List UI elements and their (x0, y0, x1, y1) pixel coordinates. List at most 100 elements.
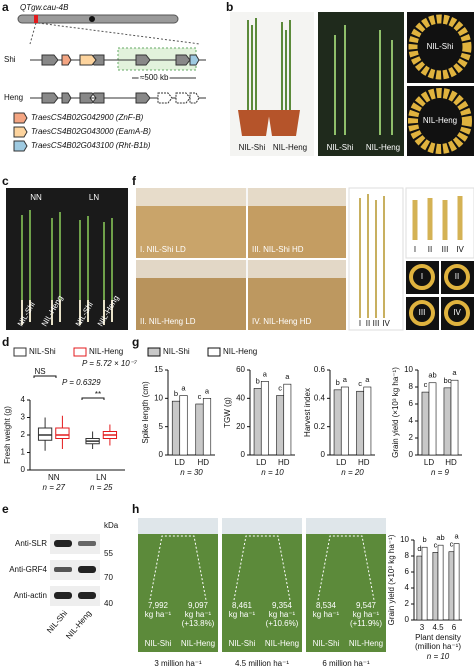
legend-gene (13, 126, 28, 138)
numeral: I (414, 245, 416, 254)
significance-letter: a (205, 386, 210, 395)
lane-label: NIL-Heng (349, 639, 383, 648)
legend-gene (13, 112, 28, 124)
significance-letter: a (365, 375, 370, 384)
band (54, 592, 72, 599)
bar (283, 383, 292, 456)
numeral: IV (456, 245, 464, 254)
numeral: IV (453, 308, 461, 317)
condition: LN (89, 193, 99, 202)
y-tick-label: 60 (236, 365, 245, 374)
plot-outline (149, 535, 207, 601)
marker: 55 (104, 549, 113, 558)
genes-absent (157, 92, 200, 104)
zoom-line (37, 22, 201, 45)
gene-name: TraesCS4B02G043000 (EamA-B) (31, 127, 151, 136)
zoom-line (29, 22, 37, 45)
yield-label: (+13.8%) (182, 619, 215, 628)
grain-ring (408, 88, 472, 154)
y-tick-label: 0 (159, 450, 164, 459)
box (55, 427, 70, 439)
x-tick-label: HD (445, 458, 457, 467)
y-tick-label: 0.6 (314, 365, 326, 374)
y-tick-label: 2 (405, 599, 410, 608)
plot-outline (233, 535, 291, 601)
yield-label: kg ha⁻¹ (229, 610, 256, 619)
band (78, 541, 96, 546)
bar (437, 544, 444, 621)
significance-letter: a (452, 368, 457, 377)
locus: QTgw.cau-4B (20, 3, 69, 12)
numeral: II (366, 319, 370, 328)
blot (50, 560, 100, 580)
significance-letter: a (181, 383, 186, 392)
grain-ring (408, 14, 472, 80)
significance-letter: a (285, 372, 290, 381)
x-tick-label: NN (48, 473, 60, 482)
x-tick-label: 3 (420, 623, 425, 632)
band (78, 592, 96, 599)
yield-label: kg ha⁻¹ (185, 610, 212, 619)
numeral: IV (382, 319, 390, 328)
gene-name: TraesCS4B02G043100 (Rht-B1b) (31, 141, 151, 150)
plot-outline (317, 535, 375, 601)
bar (421, 391, 430, 456)
bar (448, 551, 455, 621)
bar (179, 395, 188, 456)
x-tick-label: LD (256, 458, 266, 467)
y-tick-label: 2 (409, 433, 414, 442)
x-tick-label: LD (336, 458, 346, 467)
panel-label: b (226, 0, 233, 14)
y-tick-label: 4 (405, 583, 410, 592)
x-tick-label: HD (197, 458, 209, 467)
x-tick-label: 4.5 (432, 623, 444, 632)
legend-swatch (73, 347, 87, 357)
antibody: Anti-SLR (15, 539, 47, 548)
sky (136, 260, 346, 278)
lane-label: NIL-Shi (313, 639, 340, 648)
annotation: P = 5.72 × 10⁻⁷ (82, 359, 138, 368)
significance-letter: b (336, 378, 340, 387)
numeral: III (442, 245, 449, 254)
stems (359, 194, 385, 318)
y-tick-label: 1 (21, 448, 26, 457)
density: 6 million ha⁻¹ (322, 659, 370, 668)
significance-letter: a (343, 375, 348, 384)
photo (138, 518, 218, 652)
yield-label: kg ha⁻¹ (353, 610, 380, 619)
annotation: ** (95, 390, 101, 399)
western-blot: kDa 55 70 40 Anti-SLR Anti-GRF4 Anti-act… (9, 521, 119, 641)
roots (21, 300, 113, 325)
y-tick-label: 10 (400, 535, 409, 544)
bar (202, 398, 212, 456)
gene (79, 54, 97, 66)
yield-label: 9,354 (272, 601, 293, 610)
plants (247, 18, 291, 110)
y-axis-label: Harvest index (303, 388, 312, 437)
photos-f: I. NIL-Shi LD III. NIL-Shi HD II. NIL-He… (136, 187, 474, 331)
yield-label: kg ha⁻¹ (145, 610, 172, 619)
y-axis-label: TGW (g) (223, 397, 232, 428)
plot-label: I. NIL-Shi LD (140, 245, 186, 254)
legend-swatch (13, 347, 27, 357)
bar (421, 546, 428, 621)
bar (443, 387, 452, 456)
lane-label: NIL-Heng (181, 639, 215, 648)
significance-letter: b (422, 535, 426, 544)
antibody: Anti-GRF4 (9, 565, 47, 574)
numeral: II (455, 272, 459, 281)
n-label: n = 10 (427, 652, 450, 661)
grain-ring (409, 300, 435, 326)
bar (340, 386, 349, 456)
yield-label: kg ha⁻¹ (269, 610, 296, 619)
panel-label: d (2, 335, 9, 349)
significance-letter: b (256, 376, 260, 385)
bar (253, 388, 262, 456)
x-tick-label: LD (424, 458, 434, 467)
x-axis-label: Plant density (415, 633, 461, 642)
numeral: II (428, 245, 432, 254)
legend-swatch (147, 347, 161, 357)
y-tick-label: 8 (409, 382, 414, 391)
sky (136, 188, 346, 206)
